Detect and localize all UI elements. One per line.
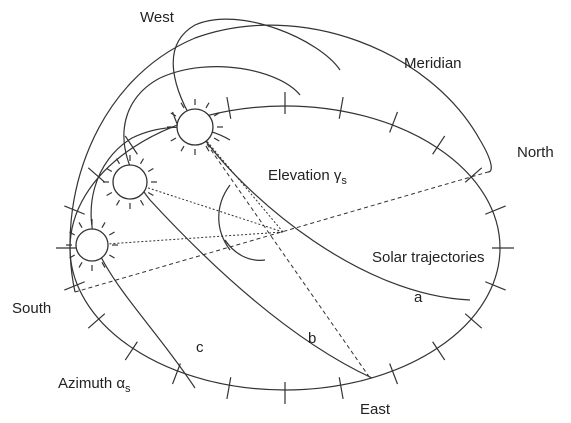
label-east: East bbox=[360, 401, 391, 418]
label-c: c bbox=[196, 339, 204, 356]
label-trajectories: Solar trajectories bbox=[372, 249, 485, 266]
horizon-tick bbox=[338, 96, 344, 119]
horizon-tick bbox=[64, 281, 85, 291]
sun-ray-mark bbox=[213, 112, 220, 117]
horizon-tick bbox=[226, 96, 232, 119]
label-azimuth: Azimuth αs bbox=[58, 375, 131, 395]
label-meridian: Meridian bbox=[404, 55, 462, 72]
sun-ray-mark bbox=[139, 199, 145, 206]
sun-ray bbox=[129, 181, 284, 233]
label-north: North bbox=[517, 144, 554, 161]
sun-ray-mark bbox=[78, 222, 83, 228]
sun-ray-mark bbox=[109, 254, 115, 259]
label-b: b bbox=[308, 330, 316, 347]
sun-ray-mark bbox=[180, 102, 185, 109]
sun-ray-mark bbox=[101, 262, 106, 268]
sun-ray-mark bbox=[147, 167, 154, 173]
trajectory-b bbox=[123, 66, 373, 379]
horizon-tick bbox=[485, 281, 506, 291]
label-west: West bbox=[140, 9, 175, 26]
sun-ray-mark bbox=[139, 158, 145, 165]
south-north-axis bbox=[74, 171, 489, 293]
horizon-tick bbox=[171, 363, 181, 385]
trajectory-c bbox=[90, 126, 231, 389]
horizon-tick bbox=[389, 111, 399, 133]
sun-ray-mark bbox=[205, 102, 210, 109]
label-a: a bbox=[414, 289, 423, 306]
sun-ray-mark bbox=[115, 158, 121, 165]
sun-ray-mark bbox=[170, 137, 177, 142]
horizon-tick bbox=[464, 167, 483, 183]
sun-ray-mark bbox=[101, 222, 106, 228]
sun bbox=[112, 164, 148, 200]
horizon-tick bbox=[432, 341, 446, 361]
meridian-arc bbox=[69, 24, 492, 293]
sun-ray-mark bbox=[180, 145, 185, 152]
sun-ray-mark bbox=[109, 231, 115, 236]
sun-ray-mark bbox=[205, 145, 210, 152]
horizon-tick bbox=[124, 341, 138, 361]
elevation-arc bbox=[218, 184, 231, 251]
label-elevation: Elevation γs bbox=[268, 167, 347, 187]
horizon-tick bbox=[464, 313, 483, 329]
trajectory-a bbox=[172, 18, 471, 301]
sun-ray-mark bbox=[78, 262, 83, 268]
sun bbox=[176, 108, 214, 146]
horizon bbox=[69, 105, 501, 391]
horizon-tick bbox=[432, 135, 446, 155]
sun-ray-mark bbox=[147, 191, 154, 197]
label-south: South bbox=[12, 300, 51, 317]
horizon-tick bbox=[87, 167, 106, 183]
horizon-tick bbox=[64, 205, 85, 215]
sun bbox=[75, 228, 109, 262]
west-east-axis bbox=[194, 126, 371, 379]
azimuth-arc bbox=[224, 239, 266, 261]
horizon-tick bbox=[389, 363, 399, 385]
sun-ray-mark bbox=[115, 199, 121, 206]
sun-ray-mark bbox=[69, 254, 75, 259]
sun-ray bbox=[194, 126, 284, 233]
sun-ray-mark bbox=[69, 231, 75, 236]
horizon-tick bbox=[338, 377, 344, 400]
sun-ray-mark bbox=[213, 137, 220, 142]
horizon-tick bbox=[226, 377, 232, 400]
horizon-tick bbox=[124, 135, 138, 155]
sun-ray-mark bbox=[170, 112, 177, 117]
sun-ray-mark bbox=[106, 167, 113, 173]
horizon-tick bbox=[485, 205, 506, 215]
sun-ray-mark bbox=[106, 191, 113, 197]
drawing bbox=[56, 18, 514, 404]
horizon-tick bbox=[87, 313, 106, 329]
